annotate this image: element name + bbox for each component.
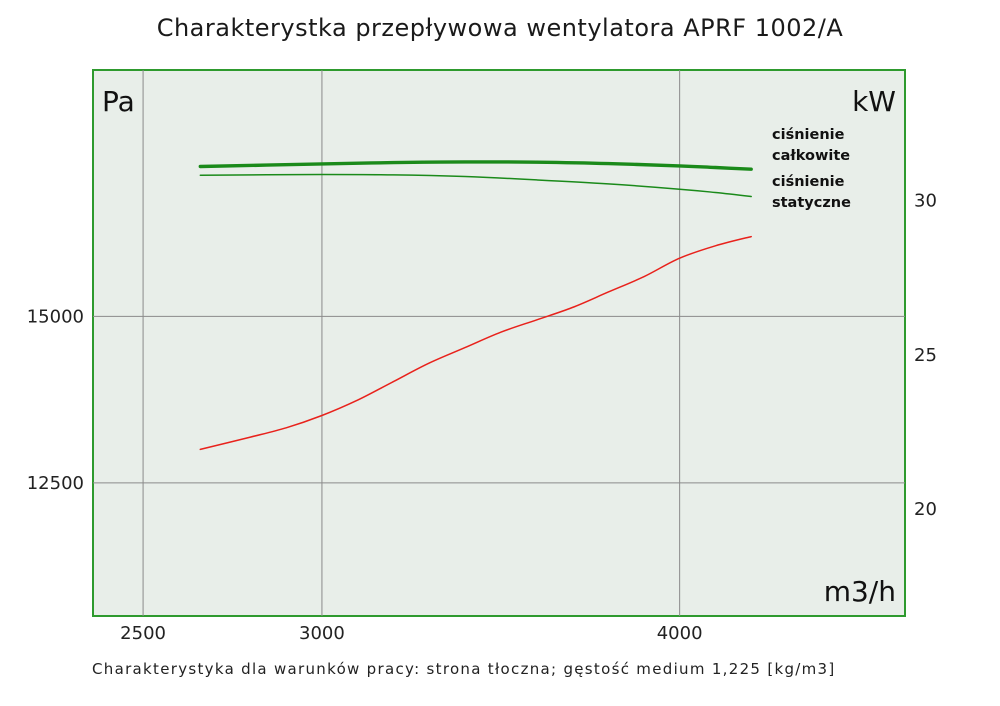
chart-title: Charakterystka przepływowa wentylatora A… bbox=[156, 14, 844, 42]
series-label: statyczne bbox=[772, 195, 851, 211]
y-axis-left-label: Pa bbox=[102, 85, 135, 118]
x-tick-label: 2500 bbox=[120, 623, 166, 644]
y-right-tick-label: 20 bbox=[914, 499, 937, 520]
series-line-cinienie-cakowite bbox=[198, 160, 753, 171]
series-label: ciśnienie bbox=[772, 174, 845, 190]
y-left-tick-label: 12500 bbox=[27, 473, 84, 494]
series-label: całkowite bbox=[772, 148, 850, 164]
x-tick-label: 3000 bbox=[299, 623, 345, 644]
y-axis-right-label: kW bbox=[852, 85, 896, 118]
series-label: ciśnienie bbox=[772, 127, 845, 143]
series-line-moc bbox=[199, 235, 752, 451]
y-right-tick-label: 25 bbox=[914, 345, 937, 366]
x-tick-label: 4000 bbox=[657, 623, 703, 644]
series-line-cinienie-statyczne bbox=[199, 173, 752, 198]
chart-footnote: Charakterystyka dla warunków pracy: stro… bbox=[92, 660, 836, 678]
y-left-tick-label: 15000 bbox=[27, 306, 84, 327]
x-axis-label: m3/h bbox=[824, 575, 896, 608]
y-right-tick-label: 30 bbox=[914, 191, 937, 212]
